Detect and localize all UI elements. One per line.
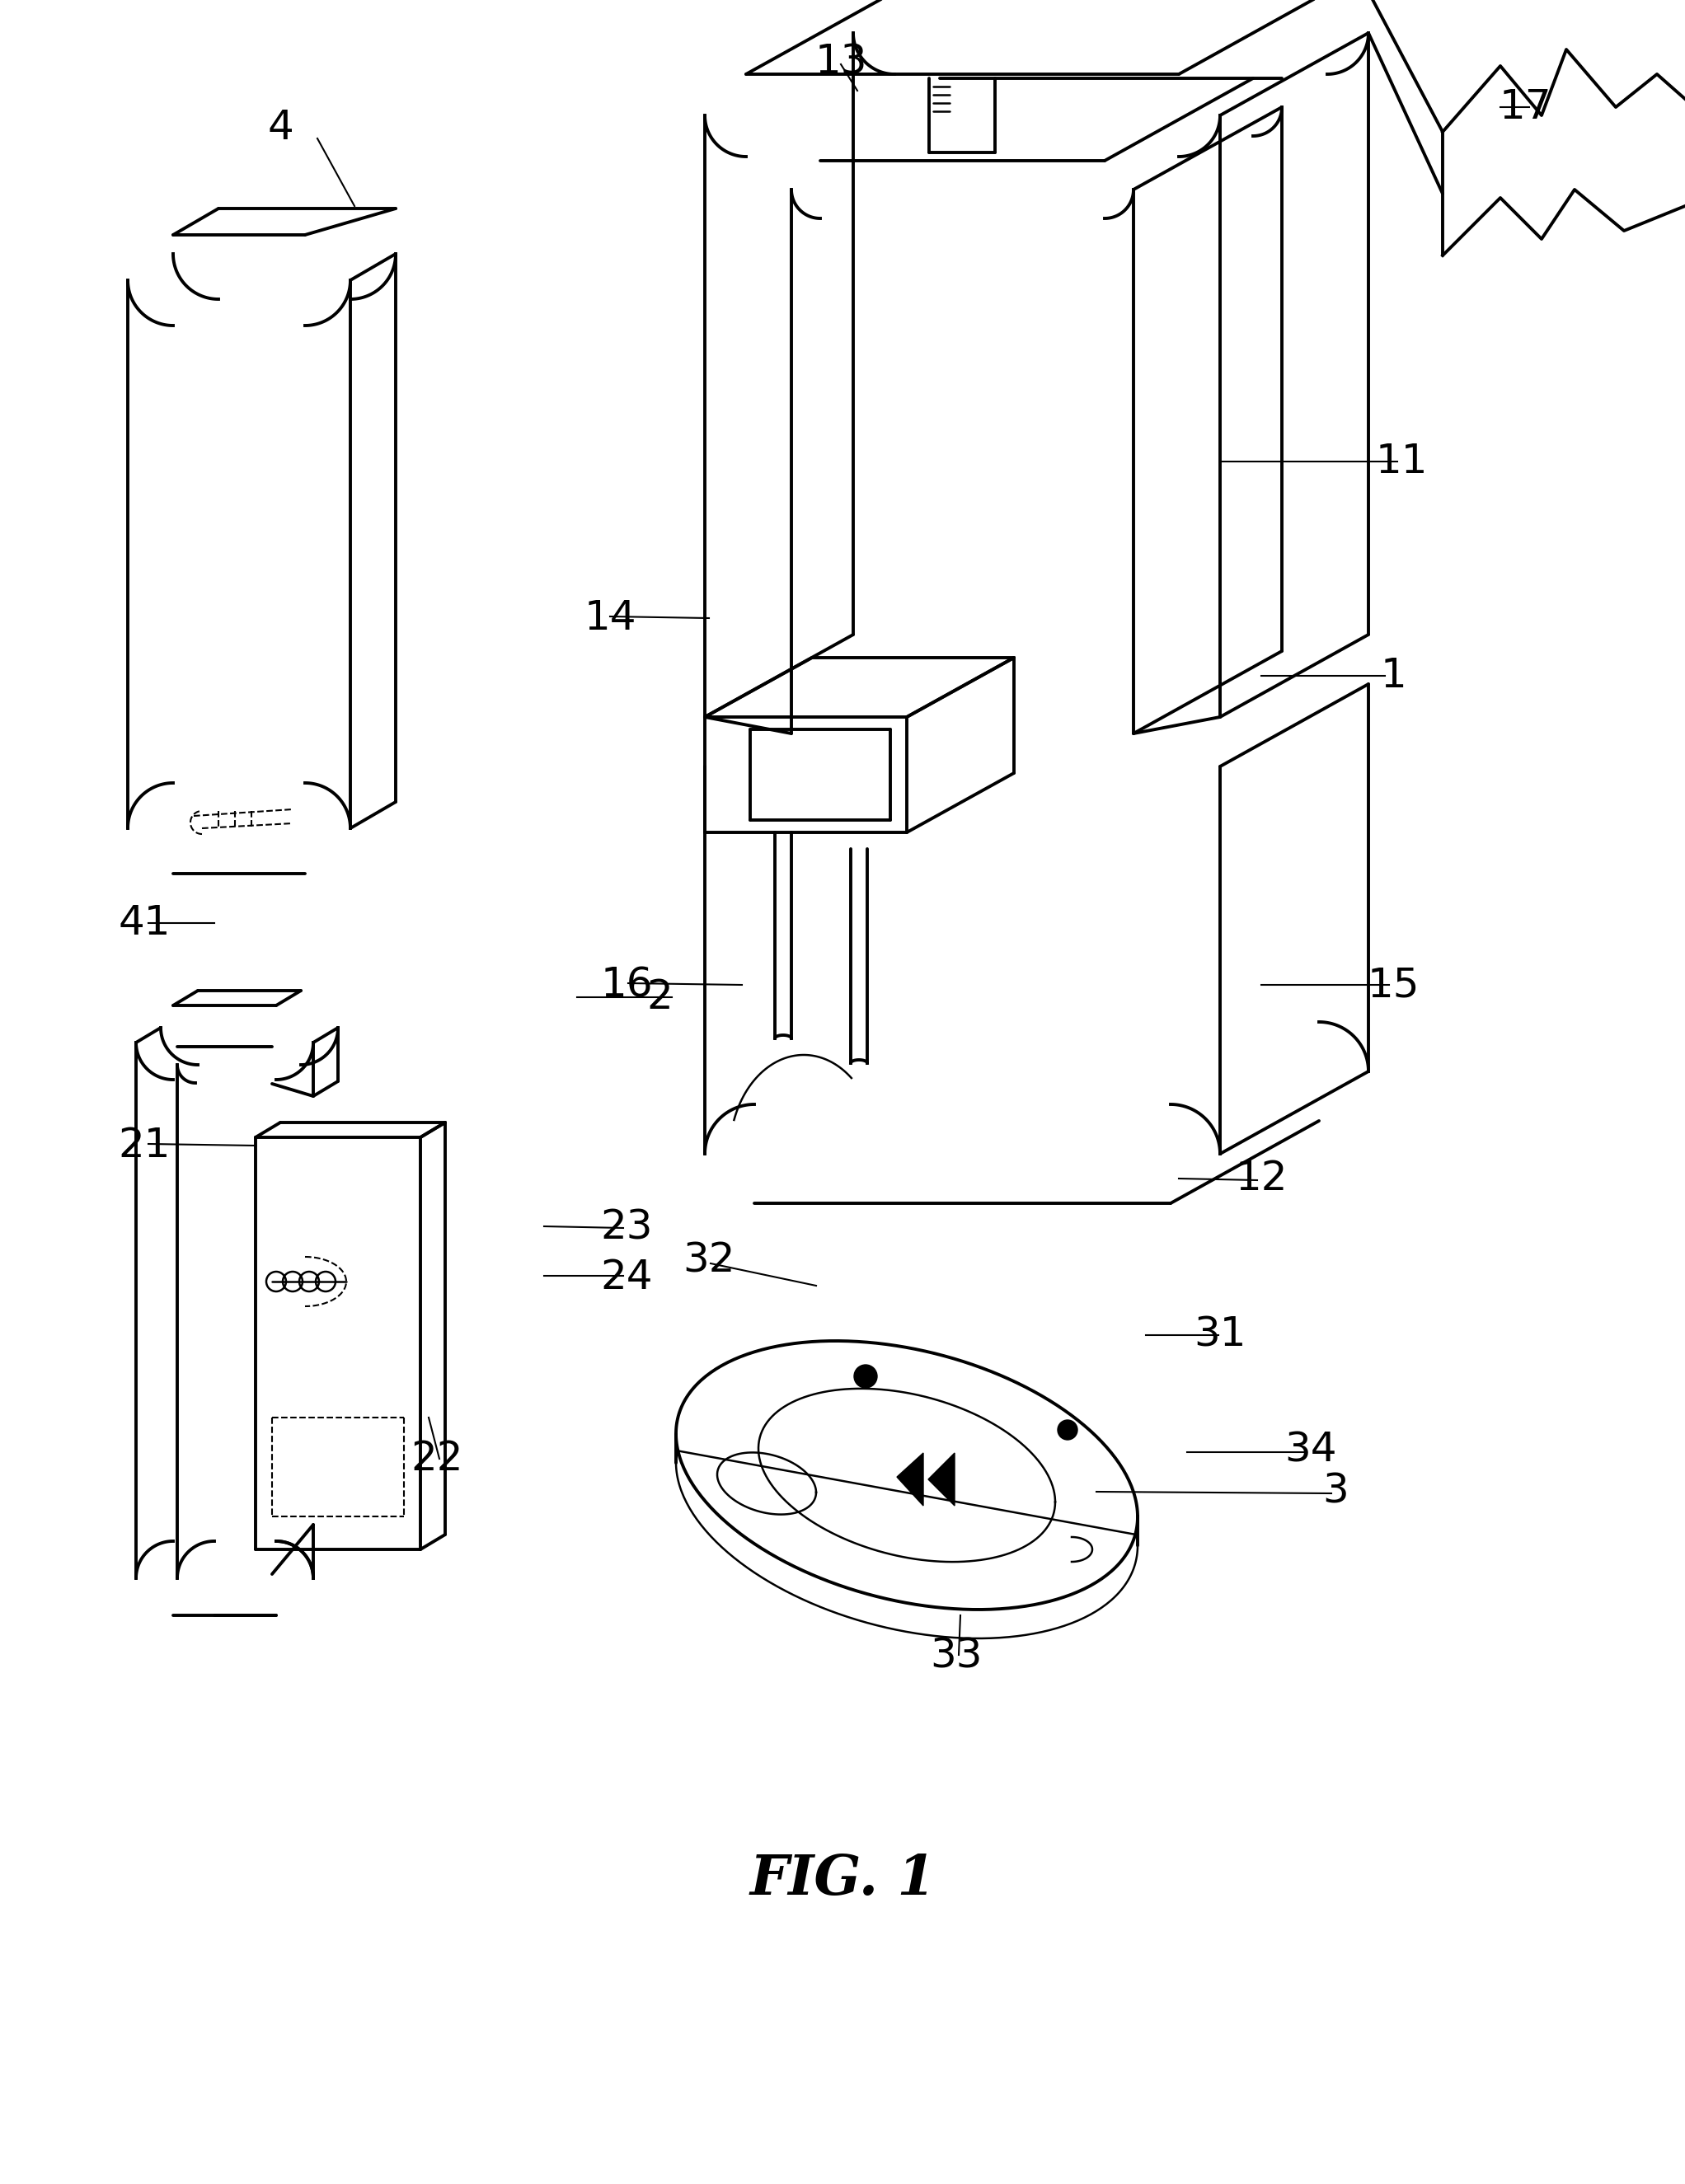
- Text: 3: 3: [1323, 1472, 1348, 1511]
- Circle shape: [854, 1365, 878, 1387]
- Polygon shape: [896, 1452, 923, 1505]
- Text: 11: 11: [1375, 441, 1427, 480]
- Text: 4: 4: [268, 107, 293, 149]
- Text: 41: 41: [118, 904, 170, 943]
- Text: 15: 15: [1367, 965, 1419, 1005]
- Text: 21: 21: [118, 1125, 170, 1166]
- Text: 24: 24: [600, 1258, 652, 1297]
- Text: 14: 14: [585, 598, 637, 638]
- Text: 23: 23: [600, 1208, 652, 1247]
- Text: 16: 16: [600, 965, 652, 1005]
- Text: 33: 33: [930, 1636, 982, 1677]
- Polygon shape: [928, 1452, 955, 1505]
- Text: 13: 13: [814, 41, 868, 81]
- Text: 31: 31: [1195, 1315, 1247, 1354]
- Text: 22: 22: [411, 1439, 463, 1479]
- Text: 2: 2: [647, 978, 672, 1018]
- Circle shape: [1058, 1420, 1077, 1439]
- Text: 34: 34: [1284, 1431, 1336, 1470]
- Text: 32: 32: [682, 1241, 735, 1280]
- Text: 12: 12: [1235, 1160, 1287, 1199]
- Text: FIG. 1: FIG. 1: [750, 1852, 935, 1907]
- Text: 17: 17: [1500, 87, 1552, 127]
- Text: 1: 1: [1380, 655, 1407, 695]
